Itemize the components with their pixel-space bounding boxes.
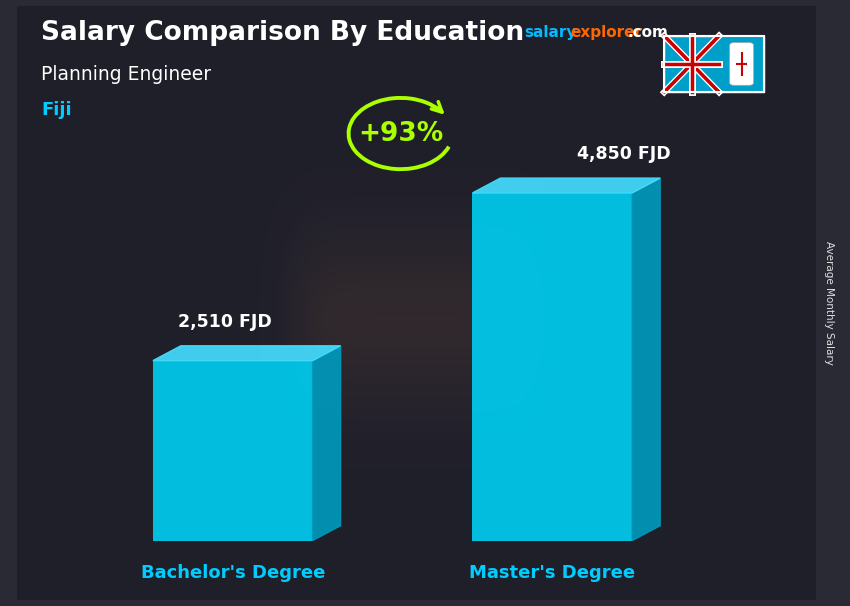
Text: Fiji: Fiji [41,101,71,119]
FancyBboxPatch shape [729,42,754,85]
Text: Average Monthly Salary: Average Monthly Salary [824,241,834,365]
Text: 2,510 FJD: 2,510 FJD [178,313,272,331]
Text: +93%: +93% [358,121,443,147]
Text: .com: .com [627,25,668,40]
Bar [473,193,632,541]
Text: explorer: explorer [570,25,642,40]
Polygon shape [473,178,660,193]
Bar [153,361,313,541]
Text: 4,850 FJD: 4,850 FJD [577,145,671,163]
Polygon shape [632,178,660,541]
Bar [664,36,764,92]
Text: Salary Comparison By Education: Salary Comparison By Education [41,20,524,46]
Polygon shape [153,346,341,361]
Text: salary: salary [524,25,577,40]
Bar [719,36,764,92]
Text: Master's Degree: Master's Degree [469,564,636,582]
Text: Planning Engineer: Planning Engineer [41,65,211,84]
Polygon shape [313,346,341,541]
Bar [664,36,764,92]
Text: Bachelor's Degree: Bachelor's Degree [140,564,325,582]
